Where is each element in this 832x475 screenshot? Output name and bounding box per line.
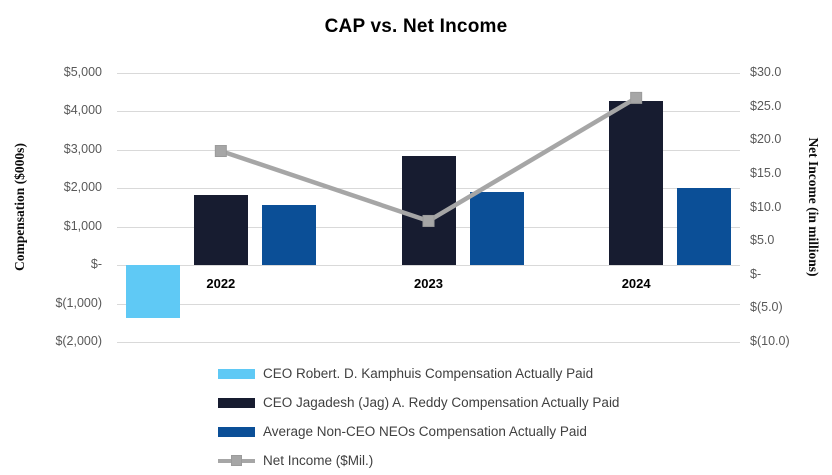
legend-swatch-line — [218, 455, 255, 466]
legend: CEO Robert. D. Kamphuis Compensation Act… — [218, 365, 619, 469]
gridline — [117, 265, 740, 267]
legend-item: CEO Jagadesh (Jag) A. Reddy Compensation… — [218, 394, 619, 411]
left-axis-tick: $- — [90, 257, 102, 272]
right-axis-tick: $10.0 — [750, 199, 782, 214]
left-axis-title: Compensation ($000s) — [12, 143, 27, 271]
chart-title: CAP vs. Net Income — [324, 16, 508, 37]
gridline — [117, 303, 740, 305]
legend-label: Average Non-CEO NEOs Compensation Actual… — [263, 424, 587, 439]
legend-line-marker-icon — [231, 455, 242, 466]
left-axis-tick: $5,000 — [63, 65, 102, 79]
x-axis-label-2024: 2024 — [621, 276, 651, 292]
gridline — [117, 342, 740, 343]
bar-2022-series2 — [193, 195, 248, 266]
legend-item: CEO Robert. D. Kamphuis Compensation Act… — [218, 365, 619, 382]
legend-label: CEO Jagadesh (Jag) A. Reddy Compensation… — [263, 395, 620, 410]
legend-swatch-bar — [218, 397, 255, 408]
bar-2024-series2 — [609, 100, 664, 266]
right-axis-tick: $30.0 — [750, 65, 782, 79]
left-axis-tick: $(2,000) — [55, 334, 102, 348]
legend-label: Net Income ($Mil.) — [263, 453, 374, 468]
right-axis-tick: $- — [750, 266, 762, 281]
bar-2023-series3 — [469, 192, 524, 266]
gridline — [117, 73, 740, 74]
left-axis-tick: $(1,000) — [55, 295, 102, 310]
x-axis-label-2023: 2023 — [414, 276, 443, 292]
right-axis-tick: $5.0 — [750, 233, 775, 248]
right-axis-tick: $(5.0) — [750, 300, 783, 315]
bar-2022-series1 — [125, 265, 180, 319]
bar-2023-series2 — [401, 156, 456, 266]
right-axis-tick: $15.0 — [750, 165, 782, 180]
x-axis-label-2022: 2022 — [206, 276, 236, 292]
right-axis-tick: $20.0 — [750, 132, 782, 147]
legend-item: Net Income ($Mil.) — [218, 452, 619, 469]
left-axis-tick: $2,000 — [63, 180, 102, 195]
left-axis-tick: $1,000 — [63, 218, 102, 233]
net-income-marker-2022 — [214, 145, 227, 158]
legend-swatch-bar — [218, 426, 255, 437]
legend-swatch-bar — [218, 368, 255, 379]
bar-2024-series3 — [677, 188, 732, 266]
right-axis-tick: $(10.0) — [750, 334, 790, 348]
left-axis-tick: $3,000 — [63, 141, 102, 156]
legend-label: CEO Robert. D. Kamphuis Compensation Act… — [263, 366, 594, 381]
right-axis-tick: $25.0 — [750, 98, 782, 113]
bar-2022-series3 — [261, 205, 316, 266]
left-axis-tick: $4,000 — [63, 103, 102, 118]
legend-item: Average Non-CEO NEOs Compensation Actual… — [218, 423, 619, 440]
